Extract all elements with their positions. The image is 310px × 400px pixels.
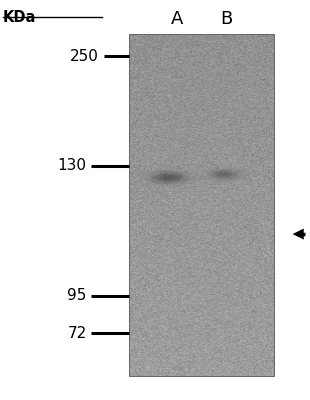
Text: B: B [220,10,232,28]
Text: 72: 72 [68,326,87,341]
Text: 130: 130 [58,158,87,173]
Text: A: A [170,10,183,28]
Text: KDa: KDa [3,10,37,25]
Text: 95: 95 [68,288,87,303]
Text: 250: 250 [70,49,99,64]
Bar [129,34,274,376]
